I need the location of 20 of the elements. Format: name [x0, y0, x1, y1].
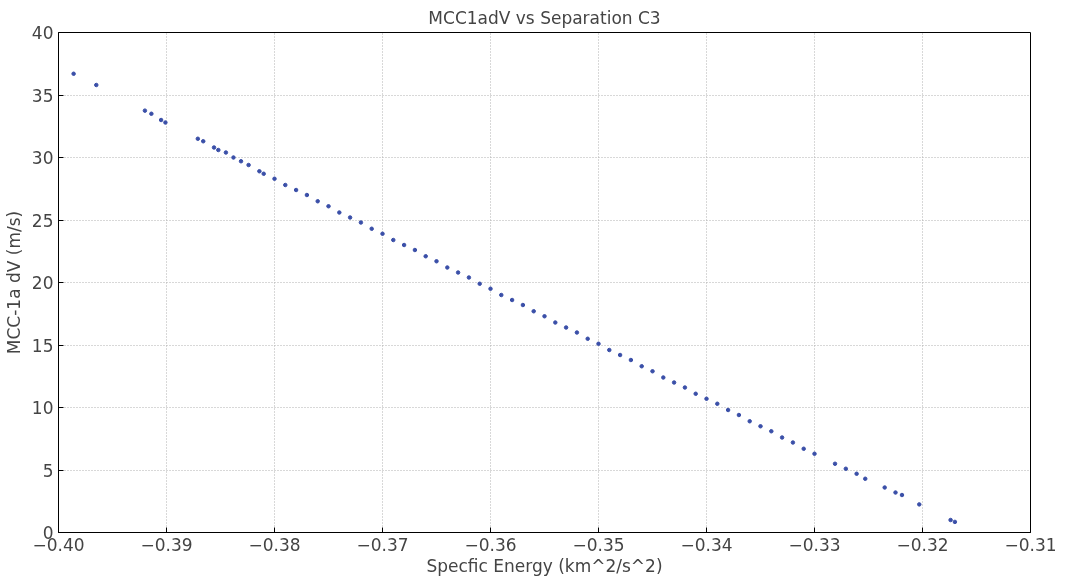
x-tick-label: −0.33: [788, 534, 841, 555]
chart-title: MCC1adV vs Separation C3: [428, 7, 661, 28]
y-tick-label: 25: [31, 210, 54, 231]
x-tick-label: −0.39: [140, 534, 193, 555]
y-tick-label: 15: [31, 335, 54, 356]
x-axis-title: Specfic Energy (km^2/s^2): [426, 555, 663, 576]
y-tick-label: 30: [31, 148, 54, 168]
y-tick-label: 5: [42, 460, 54, 481]
x-tick-label: −0.32: [896, 534, 949, 555]
y-tick-label: 35: [31, 85, 54, 106]
y-tick-label: 40: [31, 23, 54, 43]
x-tick-label: −0.36: [464, 534, 517, 555]
x-tick-label: −0.34: [680, 534, 733, 555]
y-tick-label: 10: [31, 398, 54, 418]
x-tick-label: −0.38: [248, 534, 301, 555]
x-tick-label: −0.31: [1004, 534, 1057, 555]
x-tick-label: −0.37: [356, 534, 409, 555]
y-axis-title: MCC-1a dV (m/s): [3, 210, 24, 355]
x-tick-label: −0.35: [572, 534, 625, 555]
y-tick-label: 20: [31, 273, 54, 293]
